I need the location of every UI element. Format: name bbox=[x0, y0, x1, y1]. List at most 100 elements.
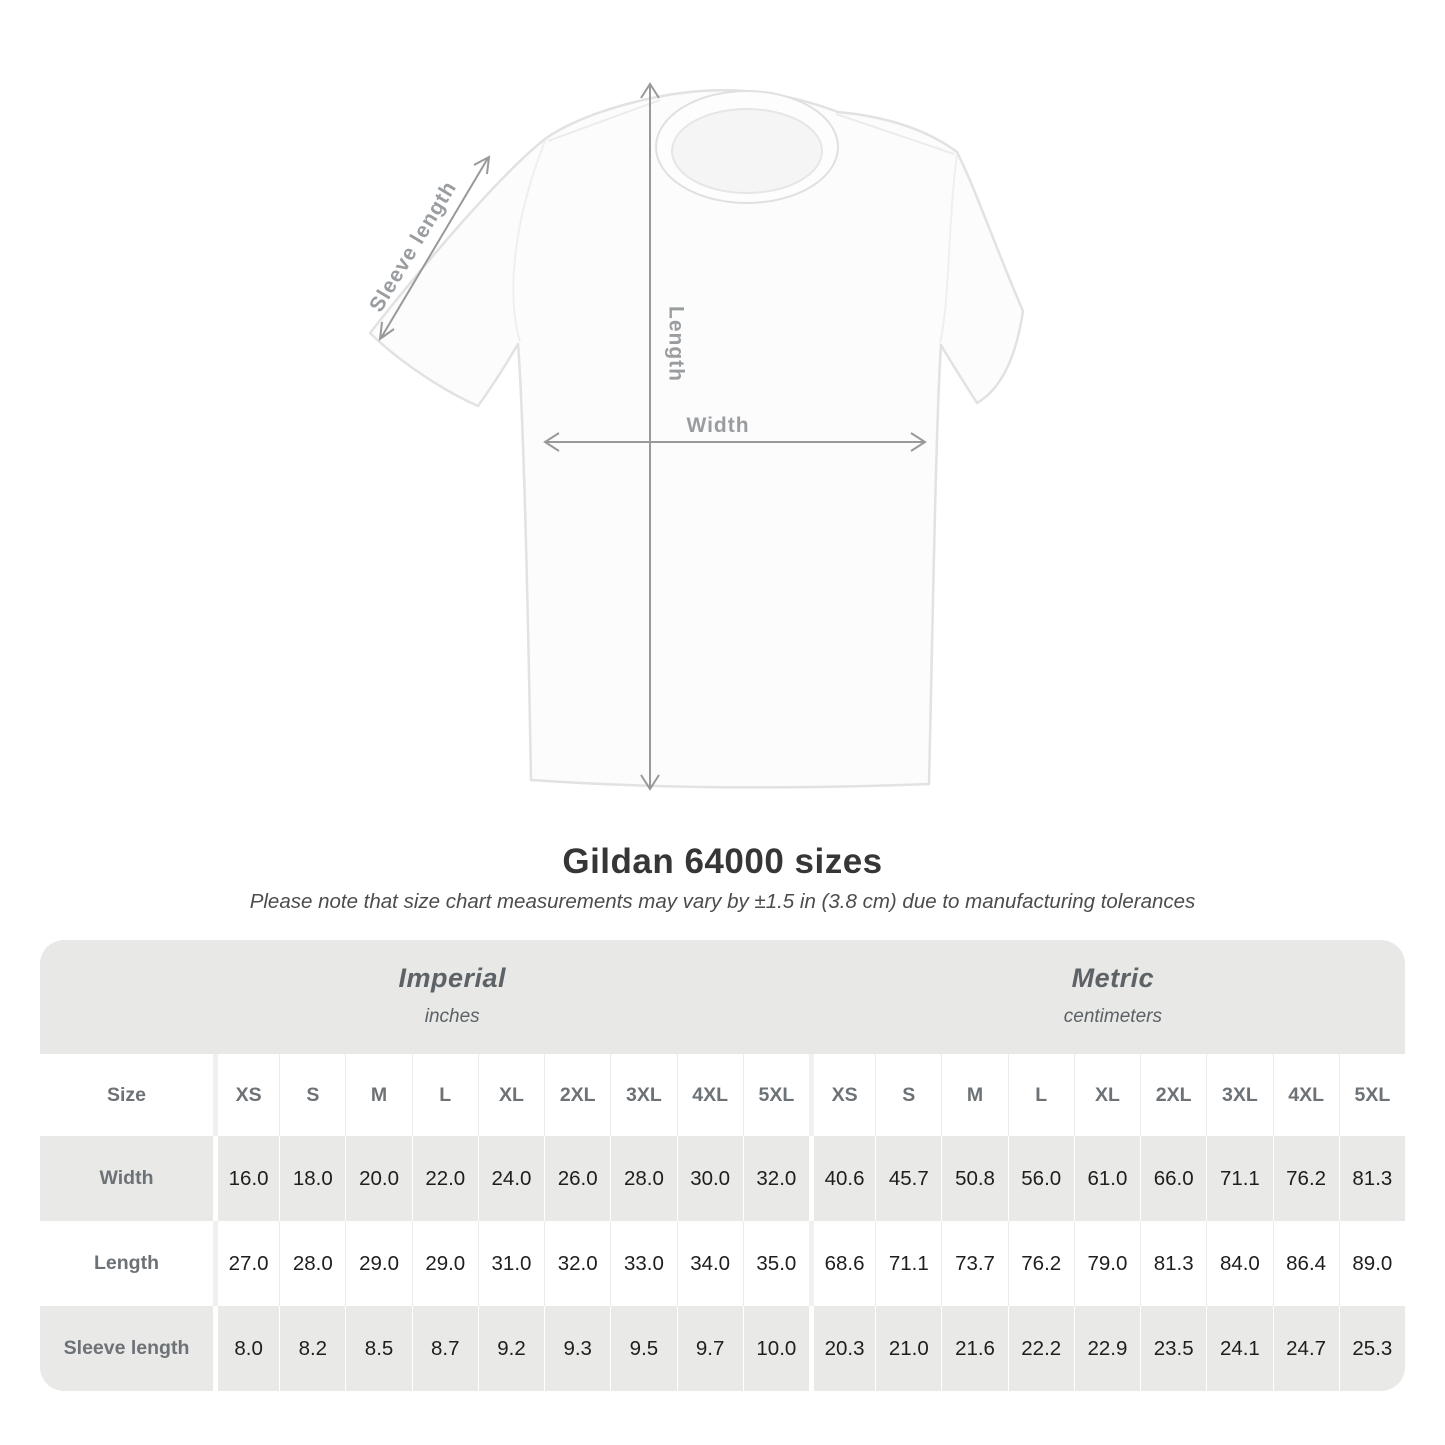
measurement-cell: 28.0 bbox=[610, 1136, 677, 1221]
tshirt-silhouette bbox=[368, 88, 1025, 789]
measurement-cell: 32.0 bbox=[544, 1221, 611, 1306]
measurement-cell: 29.0 bbox=[411, 1221, 478, 1306]
measurement-cell: 33.0 bbox=[610, 1221, 677, 1306]
imperial-header: Imperial inches bbox=[282, 963, 622, 1028]
measurement-cell: 9.2 bbox=[477, 1306, 545, 1391]
measurement-cell: 10.0 bbox=[742, 1306, 809, 1391]
row-label: Length bbox=[40, 1221, 213, 1306]
measurement-cell: 9.3 bbox=[544, 1306, 611, 1391]
measurement-cell: 25.3 bbox=[1338, 1306, 1405, 1391]
length-arrow bbox=[640, 82, 660, 791]
size-header-label: Size bbox=[40, 1054, 213, 1136]
measurement-cell: 23.5 bbox=[1140, 1306, 1207, 1391]
size-col-header: L bbox=[1007, 1054, 1074, 1136]
sleeve-length-arrow bbox=[378, 155, 491, 342]
measurement-cell: 50.8 bbox=[941, 1136, 1008, 1221]
measurement-cell: 68.6 bbox=[808, 1221, 876, 1306]
size-col-header: S bbox=[875, 1054, 942, 1136]
measurement-cell: 45.7 bbox=[875, 1136, 942, 1221]
metric-label: Metric bbox=[1071, 963, 1155, 994]
measurement-cell: 8.2 bbox=[279, 1306, 346, 1391]
measurement-cell: 61.0 bbox=[1073, 1136, 1141, 1221]
size-col-header: L bbox=[411, 1054, 478, 1136]
page-title: Gildan 64000 sizes bbox=[562, 842, 883, 881]
measurement-cell: 30.0 bbox=[676, 1136, 743, 1221]
measurement-cell: 81.3 bbox=[1140, 1221, 1207, 1306]
measurement-cell: 18.0 bbox=[279, 1136, 346, 1221]
measurement-cell: 24.7 bbox=[1272, 1306, 1339, 1391]
tolerance-note: Please note that size chart measurements… bbox=[249, 890, 1196, 913]
size-table: Imperial inches Metric centimeters Size … bbox=[40, 940, 1405, 1391]
measurement-cell: 8.0 bbox=[213, 1306, 280, 1391]
measurement-cell: 24.0 bbox=[477, 1136, 545, 1221]
measurement-cell: 32.0 bbox=[742, 1136, 809, 1221]
measurement-cell: 26.0 bbox=[544, 1136, 611, 1221]
imperial-label: Imperial bbox=[398, 963, 506, 994]
size-col-header: 3XL bbox=[610, 1054, 677, 1136]
table-row: Sleeve length 8.0 8.2 8.5 8.7 9.2 9.3 9.5 9.7 10.… bbox=[40, 1306, 1405, 1391]
measurement-arrows bbox=[378, 82, 927, 791]
row-label: Sleeve length bbox=[40, 1306, 213, 1391]
measurement-cell: 20.3 bbox=[808, 1306, 876, 1391]
size-header-row: Size XS S M L XL 2XL 3XL 4XL 5XL XS S M L XL 2XL 3XL 4XL… bbox=[40, 1054, 1405, 1136]
measurement-cell: 76.2 bbox=[1007, 1221, 1074, 1306]
measurement-cell: 9.5 bbox=[610, 1306, 677, 1391]
measurement-cell: 71.1 bbox=[875, 1221, 942, 1306]
measurement-cell: 76.2 bbox=[1272, 1136, 1339, 1221]
measurement-cell: 28.0 bbox=[279, 1221, 346, 1306]
size-col-header: XL bbox=[477, 1054, 545, 1136]
measurement-cell: 8.7 bbox=[411, 1306, 478, 1391]
measurement-cell: 35.0 bbox=[742, 1221, 809, 1306]
measurement-cell: 84.0 bbox=[1206, 1221, 1273, 1306]
metric-header: Metric centimeters bbox=[943, 963, 1283, 1028]
measurement-cell: 86.4 bbox=[1272, 1221, 1339, 1306]
measurement-cell: 79.0 bbox=[1073, 1221, 1141, 1306]
measurement-cell: 31.0 bbox=[477, 1221, 545, 1306]
width-label: Width bbox=[686, 414, 749, 437]
size-table-container: Imperial inches Metric centimeters Size … bbox=[40, 940, 1405, 1391]
size-col-header: 5XL bbox=[742, 1054, 809, 1136]
size-col-header: XS bbox=[213, 1054, 280, 1136]
size-col-header: 2XL bbox=[1140, 1054, 1207, 1136]
size-col-header: S bbox=[279, 1054, 346, 1136]
size-col-header: 4XL bbox=[1272, 1054, 1339, 1136]
collar bbox=[655, 90, 839, 204]
size-col-header: XL bbox=[1073, 1054, 1141, 1136]
measurement-cell: 73.7 bbox=[941, 1221, 1008, 1306]
size-col-header: M bbox=[345, 1054, 412, 1136]
measurement-cell: 24.1 bbox=[1206, 1306, 1273, 1391]
tshirt-diagram-svg: Sleeve length Length Width bbox=[365, 82, 1025, 791]
measurement-cell: 71.1 bbox=[1206, 1136, 1273, 1221]
measurement-cell: 16.0 bbox=[213, 1136, 280, 1221]
unit-header-band: Imperial inches Metric centimeters bbox=[40, 940, 1405, 1054]
measurement-cell: 89.0 bbox=[1338, 1221, 1405, 1306]
measurement-cell: 21.6 bbox=[941, 1306, 1008, 1391]
table-row: Width 16.0 18.0 20.0 22.0 24.0 26.0 28.0 30.0 32.… bbox=[40, 1136, 1405, 1221]
measurement-cell: 27.0 bbox=[213, 1221, 280, 1306]
measurement-cell: 8.5 bbox=[345, 1306, 412, 1391]
measurement-cell: 81.3 bbox=[1338, 1136, 1405, 1221]
imperial-sublabel: inches bbox=[424, 1006, 480, 1028]
length-label: Length bbox=[664, 306, 687, 382]
width-arrow bbox=[543, 432, 927, 452]
measurement-cell: 40.6 bbox=[808, 1136, 876, 1221]
size-col-header: 5XL bbox=[1338, 1054, 1405, 1136]
size-col-header: XS bbox=[808, 1054, 876, 1136]
measurement-cell: 56.0 bbox=[1007, 1136, 1074, 1221]
metric-sublabel: centimeters bbox=[1063, 1006, 1162, 1028]
size-col-header: 4XL bbox=[676, 1054, 743, 1136]
measurement-cell: 29.0 bbox=[345, 1221, 412, 1306]
measurement-cell: 21.0 bbox=[875, 1306, 942, 1391]
measurement-cell: 34.0 bbox=[676, 1221, 743, 1306]
size-col-header: 2XL bbox=[544, 1054, 611, 1136]
size-col-header: M bbox=[941, 1054, 1008, 1136]
size-col-header: 3XL bbox=[1206, 1054, 1273, 1136]
row-label: Width bbox=[40, 1136, 213, 1221]
measurement-cell: 9.7 bbox=[676, 1306, 743, 1391]
unit-header-row: Imperial inches Metric centimeters bbox=[40, 940, 1405, 1054]
measurement-cell: 22.0 bbox=[411, 1136, 478, 1221]
measurement-cell: 22.2 bbox=[1007, 1306, 1074, 1391]
measurement-cell: 22.9 bbox=[1073, 1306, 1141, 1391]
tshirt-measurement-diagram: Sleeve length Length Width bbox=[365, 82, 1025, 791]
table-row: Length 27.0 28.0 29.0 29.0 31.0 32.0 33.0 34.0 35… bbox=[40, 1221, 1405, 1306]
